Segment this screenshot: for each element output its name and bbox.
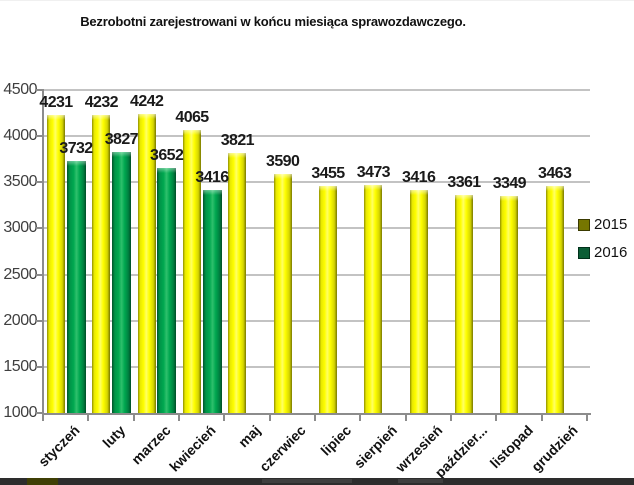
gridline xyxy=(43,135,590,138)
x-axis-label: grudzień xyxy=(528,422,582,475)
x-axis-tick xyxy=(87,415,90,421)
bar-value-label: 3361 xyxy=(447,174,481,192)
bar-value-label: 3590 xyxy=(266,152,300,170)
chart-title: Bezrobotni zarejestrowani w końcu miesią… xyxy=(80,14,466,29)
bar-2015 xyxy=(273,173,292,413)
y-axis xyxy=(42,90,44,415)
bar-2016 xyxy=(157,168,177,413)
y-axis-label: 1500 xyxy=(3,357,37,375)
y-axis-label: 1000 xyxy=(3,404,37,421)
bar-value-label: 3416 xyxy=(195,169,229,187)
bar-value-label: 3463 xyxy=(538,164,572,182)
x-axis-label: lipiec xyxy=(317,422,355,459)
bar-value-label: 3473 xyxy=(356,163,391,181)
cropped-table-smudge xyxy=(262,479,352,483)
bar-value-label: 4242 xyxy=(130,92,164,110)
gridline xyxy=(43,181,590,184)
x-axis-tick xyxy=(223,415,226,421)
y-axis-tick xyxy=(36,365,44,368)
y-axis-label: 2500 xyxy=(3,265,37,283)
bar-value-label: 4232 xyxy=(84,93,119,111)
x-axis-tick xyxy=(359,415,362,421)
bar-value-label: 3455 xyxy=(311,165,345,183)
legend-item-2015: 2015 xyxy=(578,216,627,233)
x-axis-label: styczeń xyxy=(34,422,83,470)
bar-2015 xyxy=(319,186,337,413)
gridline xyxy=(43,319,590,322)
y-axis-tick xyxy=(36,227,44,230)
bar-2015 xyxy=(228,152,247,413)
x-axis-tick xyxy=(178,415,180,421)
legend-swatch-2015 xyxy=(578,218,590,231)
gridline xyxy=(43,89,590,91)
y-axis-tick xyxy=(36,181,44,184)
x-axis-tick xyxy=(314,415,316,421)
x-axis xyxy=(42,413,591,415)
x-axis-tick xyxy=(404,415,407,421)
bar-2016 xyxy=(66,160,86,413)
x-axis-tick xyxy=(540,415,543,421)
bar-2015 xyxy=(364,184,383,413)
bar-value-label: 3821 xyxy=(220,131,255,149)
bar-2015 xyxy=(500,196,519,413)
bar-value-label: 3416 xyxy=(402,169,436,187)
x-axis-label: maj xyxy=(235,422,264,451)
x-axis-tick xyxy=(586,415,588,421)
cropped-table-smudge xyxy=(398,479,443,483)
y-axis-label: 2000 xyxy=(3,311,37,329)
y-axis-tick xyxy=(36,273,44,276)
x-axis-tick xyxy=(42,415,44,421)
y-axis-label: 4000 xyxy=(3,127,37,145)
x-axis-tick xyxy=(132,415,135,421)
bar-2015 xyxy=(137,113,156,413)
gridline xyxy=(43,273,590,276)
bar-2015 xyxy=(47,114,65,413)
bar-2015 xyxy=(545,185,564,413)
bar-2016 xyxy=(111,152,131,413)
bar-value-label: 3827 xyxy=(104,131,139,149)
x-axis-tick xyxy=(268,415,271,421)
bar-value-label: 3652 xyxy=(150,147,184,165)
legend: 2015 2016 xyxy=(578,216,627,272)
legend-swatch-2016 xyxy=(578,246,590,259)
gridline xyxy=(43,365,590,368)
bar-value-label: 3732 xyxy=(59,139,93,157)
y-axis-tick xyxy=(36,135,44,138)
x-axis-label: czerwiec xyxy=(256,422,310,475)
legend-label-2015: 2015 xyxy=(594,216,628,233)
y-axis-label: 3500 xyxy=(3,173,37,191)
bar-2015 xyxy=(409,190,428,413)
x-axis-tick xyxy=(495,415,498,421)
bar-2016 xyxy=(202,190,222,413)
x-axis-tick xyxy=(450,415,452,421)
y-axis-tick xyxy=(36,319,44,322)
bar-2015 xyxy=(183,130,201,413)
x-axis-label: luty xyxy=(98,422,128,451)
bar-2015 xyxy=(455,195,473,413)
y-axis-label: 4500 xyxy=(3,81,37,98)
y-axis-tick xyxy=(36,412,44,414)
bar-value-label: 4231 xyxy=(39,93,73,111)
y-axis-label: 3000 xyxy=(3,219,37,237)
y-axis-tick xyxy=(36,89,44,91)
cropped-table-swatch xyxy=(27,478,58,485)
bar-value-label: 3349 xyxy=(492,175,527,193)
bar-value-label: 4065 xyxy=(175,109,209,127)
cropped-table-strip xyxy=(0,478,634,485)
gridline xyxy=(43,227,590,230)
x-axis-label: kwiecień xyxy=(165,422,219,475)
legend-item-2016: 2016 xyxy=(578,244,627,261)
legend-label-2016: 2016 xyxy=(594,244,628,261)
bar-2015 xyxy=(92,114,111,413)
x-axis-label: marzec xyxy=(127,422,174,468)
